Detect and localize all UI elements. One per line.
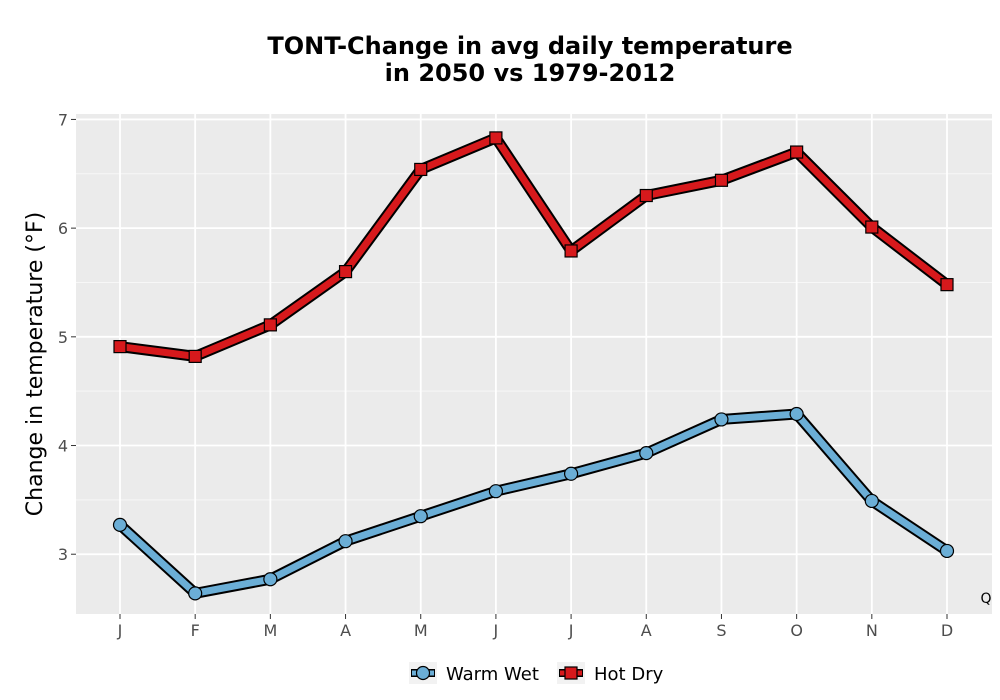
data-point: [939, 543, 955, 559]
x-tick-label: O: [790, 621, 803, 640]
x-tick-label: J: [568, 621, 574, 640]
data-point: [790, 145, 804, 159]
x-tick-label: M: [414, 621, 428, 640]
data-point: [639, 446, 654, 461]
data-point: [639, 188, 653, 203]
series-layer: [112, 131, 955, 601]
y-tick-label: 5: [58, 328, 68, 347]
grid-lines: [76, 114, 992, 614]
data-point: [188, 349, 202, 363]
x-tick-label: D: [941, 621, 953, 640]
data-point: [864, 493, 879, 509]
data-point: [714, 412, 729, 427]
legend: Warm Wet Hot Dry: [409, 662, 664, 685]
data-point: [865, 220, 879, 234]
x-tick-label: J: [493, 621, 499, 640]
x-tick-label: A: [340, 621, 351, 640]
data-point: [564, 244, 578, 258]
series-1: [112, 406, 955, 601]
y-tick-label: 6: [58, 219, 68, 238]
data-point: [338, 534, 353, 549]
y-tick-label: 3: [58, 545, 68, 564]
data-point: [488, 484, 504, 499]
legend-key-marker: [564, 666, 578, 680]
y-tick-label: 4: [58, 437, 68, 456]
data-point: [413, 509, 428, 524]
legend-label: Warm Wet: [446, 664, 539, 685]
x-tick-label: A: [641, 621, 652, 640]
x-tick-label: J: [117, 621, 123, 640]
data-point: [940, 278, 954, 292]
x-tick-label: N: [866, 621, 878, 640]
y-tick-label: 7: [58, 110, 68, 129]
legend-entry-2: Hot Dry: [557, 662, 664, 685]
series-line: [116, 410, 951, 597]
data-point: [789, 406, 804, 422]
legend-key-marker: [415, 665, 431, 681]
data-point: [112, 517, 128, 532]
chart-title-line-1: TONT-Change in avg daily temperature: [267, 32, 792, 60]
data-point: [263, 572, 278, 587]
data-point: [414, 162, 428, 177]
series-2: [113, 131, 954, 363]
y-axis: 3 4 5 6 7: [58, 110, 76, 564]
data-point: [563, 466, 579, 481]
y-axis-title: Change in temperature (°F): [23, 212, 48, 516]
series-line: [116, 134, 951, 360]
x-tick-label: F: [191, 621, 200, 640]
data-point: [714, 173, 729, 187]
legend-label: Hot Dry: [594, 664, 664, 685]
x-tick-label: S: [716, 621, 726, 640]
chart-title-line-2: in 2050 vs 1979-2012: [385, 59, 676, 87]
legend-entry-1: Warm Wet: [409, 662, 539, 685]
data-point: [489, 131, 503, 145]
data-point: [113, 340, 127, 354]
x-tick-label: M: [263, 621, 277, 640]
data-point: [338, 265, 353, 279]
data-point: [263, 318, 277, 332]
corner-note: Q: [980, 591, 991, 607]
data-point: [188, 586, 203, 601]
